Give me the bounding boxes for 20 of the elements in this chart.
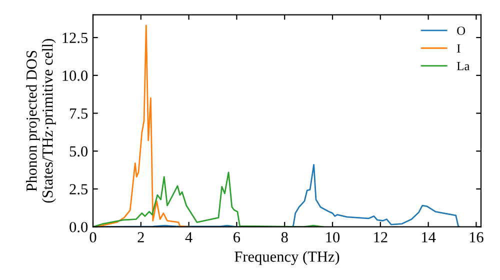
x-tick-label: 4: [185, 232, 192, 242]
x-tick-label: 8: [281, 232, 288, 242]
y-tick-label: 2.5: [70, 184, 88, 194]
y-tick-label: 5.0: [70, 146, 88, 157]
x-tick-label: 10: [326, 232, 340, 242]
x-tick-label: 16: [470, 232, 484, 242]
x-tick-label: 0: [90, 232, 96, 242]
y-axis-title: Phonon projected DOS (States/THz·primitive cell): [26, 38, 56, 203]
y-tick-label: 10.0: [62, 70, 88, 81]
x-tick-label: 12: [374, 232, 388, 242]
legend-label: La: [456, 62, 470, 70]
legend-label: O: [457, 26, 466, 35]
y-tick-label: 7.5: [70, 108, 88, 119]
legend-label: I: [457, 44, 460, 52]
x-tick-label: 2: [138, 232, 144, 242]
x-tick-label: 14: [422, 232, 436, 242]
y-tick-label: 0.0: [70, 222, 88, 232]
x-tick-label: 6: [234, 232, 240, 242]
x-axis-title: Frequency (THz): [234, 251, 340, 265]
y-tick-label: 12.5: [62, 32, 88, 44]
